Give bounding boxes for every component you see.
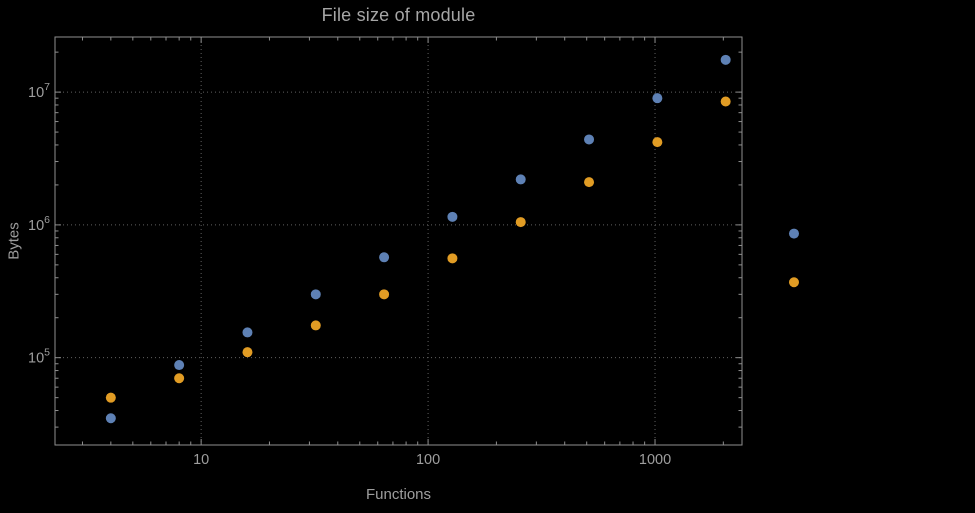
x-axis-label: Functions <box>365 486 432 503</box>
y-tick-label-10^6: 106 <box>28 214 50 234</box>
y-tick-label-10^5: 105 <box>28 347 50 367</box>
data-point-blue-x16 <box>242 327 253 338</box>
data-point-orange-x32 <box>310 320 321 331</box>
chart-title: File size of module <box>321 5 476 25</box>
data-point-orange-x4 <box>105 392 116 403</box>
data-point-orange-x8 <box>174 373 185 384</box>
data-point-orange-x2048 <box>720 96 731 107</box>
y-tick-label-10^7: 107 <box>28 81 50 101</box>
x-tick-label-10: 10 <box>193 452 209 468</box>
data-point-blue-x256 <box>515 174 526 185</box>
data-point-orange-x256 <box>515 217 526 228</box>
x-tick-label-100: 100 <box>416 452 440 468</box>
data-point-blue-x8 <box>174 360 185 371</box>
data-point-orange-x16 <box>242 347 253 358</box>
data-point-orange-x512 <box>584 177 595 188</box>
data-point-blue-x128 <box>447 211 458 222</box>
data-point-blue-x4096 <box>788 228 799 239</box>
x-tick-label-1000: 1000 <box>639 452 671 468</box>
data-point-orange-x4096 <box>788 277 799 288</box>
data-point-blue-x64 <box>379 252 390 263</box>
data-point-blue-x32 <box>310 289 321 300</box>
data-point-orange-x128 <box>447 253 458 264</box>
y-axis-label: Bytes <box>5 222 23 260</box>
plot-frame <box>54 36 743 446</box>
data-point-blue-x4 <box>105 413 116 424</box>
data-point-blue-x1024 <box>652 93 663 104</box>
data-point-orange-x1024 <box>652 137 663 148</box>
data-point-blue-x2048 <box>720 54 731 65</box>
data-point-blue-x512 <box>584 134 595 145</box>
data-point-orange-x64 <box>379 289 390 300</box>
